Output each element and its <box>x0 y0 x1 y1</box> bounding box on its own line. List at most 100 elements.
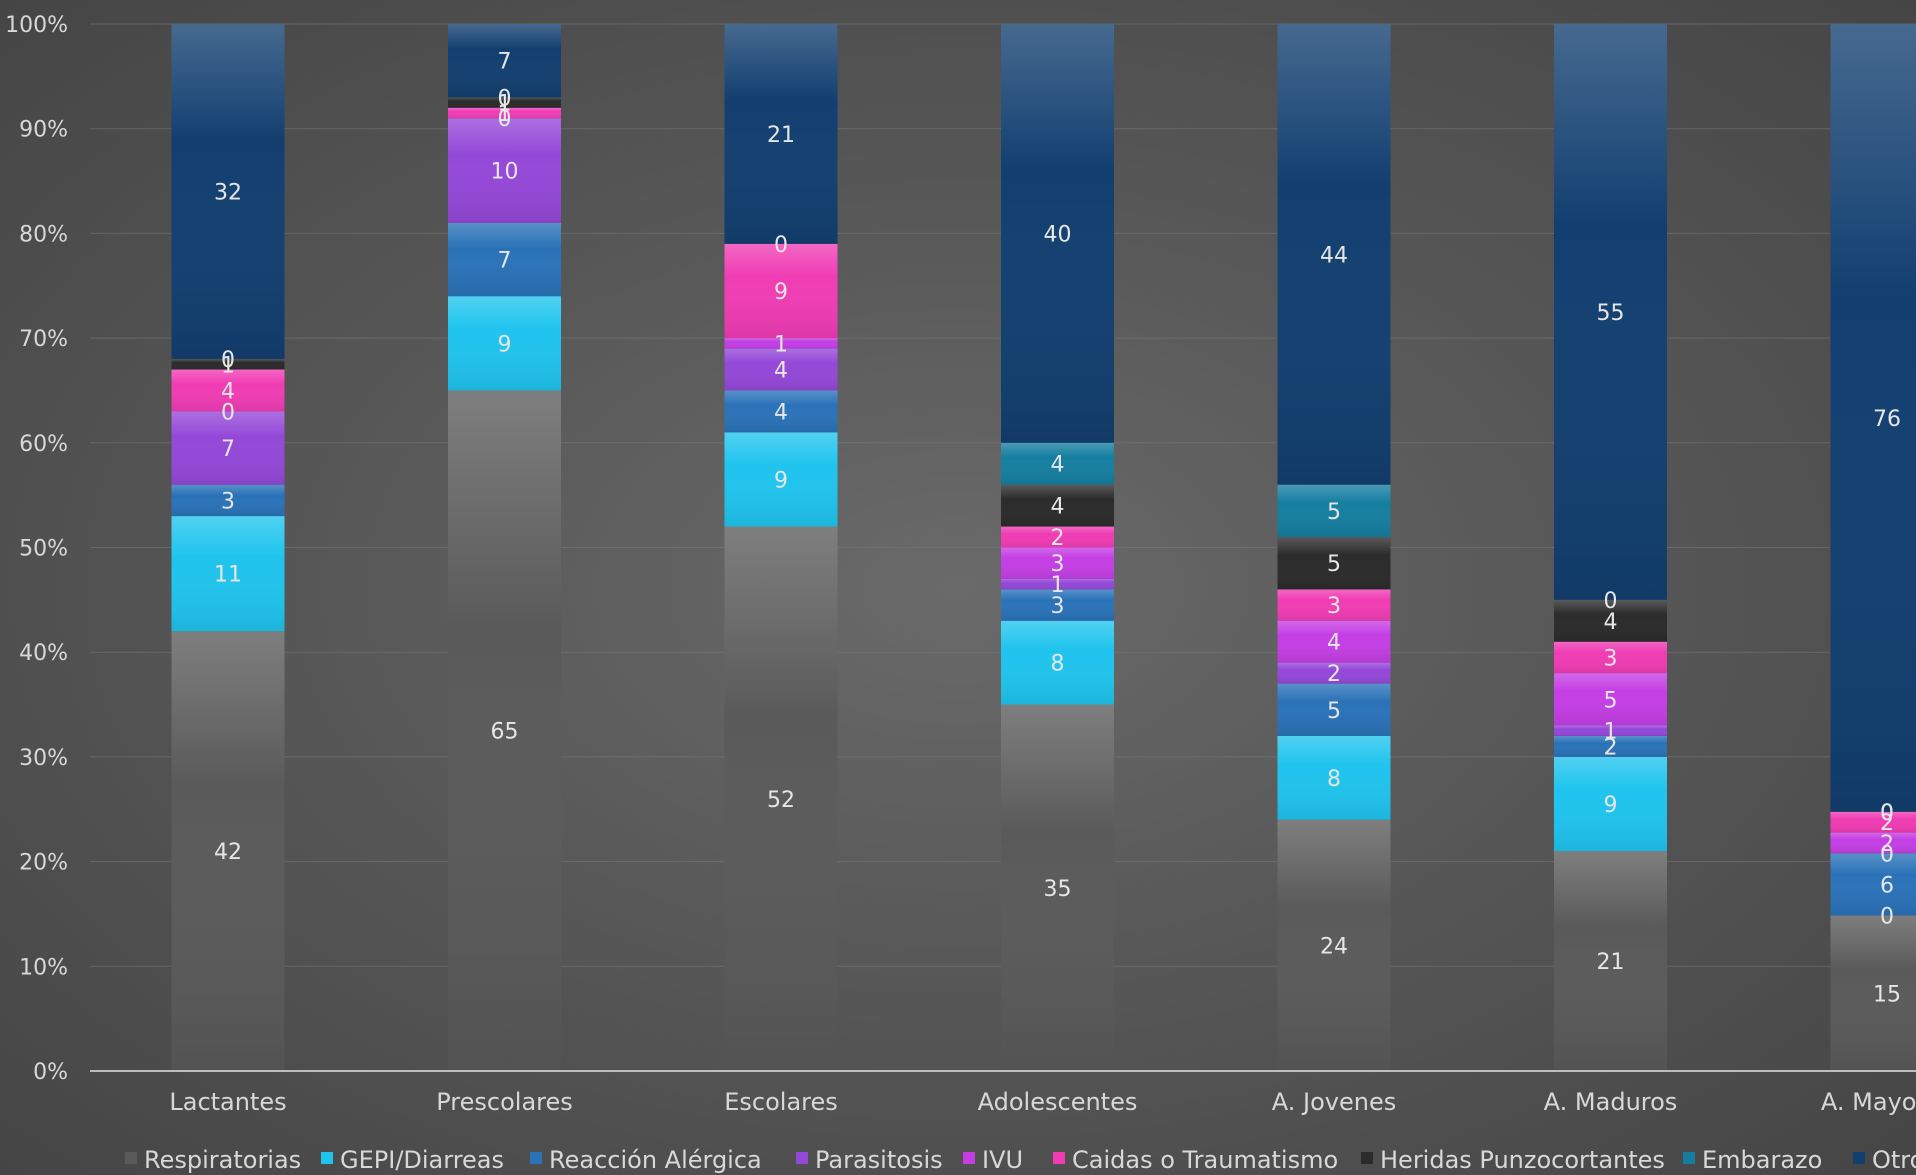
data-label: 42 <box>214 840 242 865</box>
bar-segment-shade <box>724 24 838 244</box>
data-label: 0 <box>774 233 788 258</box>
bar-segment-shade <box>724 338 838 349</box>
data-label: 4 <box>221 379 235 404</box>
data-label: 44 <box>1320 243 1348 268</box>
data-label: 1 <box>1051 573 1065 598</box>
bar-segment-shade <box>171 359 285 370</box>
data-label: 1 <box>774 332 788 357</box>
data-label: 8 <box>1051 652 1065 677</box>
data-label: 21 <box>1597 950 1625 975</box>
y-tick-label: 10% <box>19 955 68 980</box>
bar-segment-shade <box>724 390 838 433</box>
data-label: 3 <box>1604 646 1618 671</box>
data-label: 9 <box>498 332 512 357</box>
data-label: 8 <box>1327 767 1341 792</box>
bar-segment-shade <box>448 390 561 1071</box>
data-label: 3 <box>1051 594 1065 619</box>
legend-label: GEPI/Diarreas <box>340 1146 504 1174</box>
data-label: 32 <box>214 181 242 206</box>
data-label: 0 <box>498 107 512 132</box>
legend-swatch <box>1053 1152 1065 1164</box>
bars: 4211370410326597100110752944190213583132… <box>171 24 1916 1071</box>
data-label: 55 <box>1597 301 1625 326</box>
data-label: 2 <box>1051 526 1065 551</box>
data-label: 0 <box>221 400 235 425</box>
x-tick-label: Adolescentes <box>978 1088 1138 1116</box>
bar-segment-shade <box>1830 832 1916 854</box>
bar-segment-shade <box>1277 537 1391 590</box>
bar-segment-shade <box>1001 704 1114 1071</box>
data-label: 7 <box>221 437 235 462</box>
legend: Respiratorias GEPI/Diarreas Reacción Alérg… <box>125 1146 1916 1174</box>
legend-item: IVU <box>963 1146 1023 1174</box>
x-tick-label: Lactantes <box>169 1088 286 1116</box>
legend-swatch <box>530 1152 542 1164</box>
bar-segment-shade <box>1277 484 1391 538</box>
data-label: 3 <box>221 489 235 514</box>
bar-segment-shade <box>1277 735 1391 820</box>
data-label: 3 <box>1327 594 1341 619</box>
legend-label: Embarazo <box>1702 1146 1822 1174</box>
data-label: 2 <box>1604 735 1618 760</box>
data-label: 15 <box>1873 982 1901 1007</box>
y-tick-label: 30% <box>19 746 68 771</box>
bar-segment-shade <box>448 107 561 119</box>
data-label: 2 <box>1327 662 1341 687</box>
y-axis: 0% 10% 20% 30% 40% 50% 60% 70% 80% 90% 100% <box>5 13 68 1085</box>
legend-item: Parasitosis <box>796 1146 943 1174</box>
legend-swatch <box>963 1152 975 1164</box>
data-label: 10 <box>491 160 519 185</box>
bar-segment-shade <box>1554 673 1667 726</box>
bar-segment-shade <box>171 411 285 485</box>
data-label: 3 <box>1051 552 1065 577</box>
data-label: 4 <box>774 400 788 425</box>
y-tick-label: 70% <box>19 327 68 352</box>
legend-label: Caidas o Traumatismo <box>1072 1146 1338 1174</box>
legend-item: Caidas o Traumatismo <box>1053 1146 1338 1174</box>
y-tick-label: 0% <box>33 1060 68 1085</box>
bar-segment-shade <box>171 24 285 360</box>
bar-segment-shade <box>448 222 561 297</box>
data-label: 4 <box>1051 495 1065 520</box>
bar-segment-shade <box>171 516 285 632</box>
bar-segment-shade <box>171 631 285 1071</box>
bar-segment-shade <box>1277 819 1391 1071</box>
legend-label: Parasitosis <box>815 1146 943 1174</box>
x-tick-label: A. Maduros <box>1544 1088 1678 1116</box>
bar-segment-shade <box>1554 725 1667 736</box>
data-label: 7 <box>498 249 512 274</box>
y-tick-label: 100% <box>5 13 68 38</box>
bar-segment-shade <box>1001 620 1114 705</box>
data-label: 0 <box>1880 801 1894 826</box>
data-label: 40 <box>1044 222 1072 247</box>
data-label: 4 <box>774 359 788 384</box>
legend-swatch <box>796 1152 808 1164</box>
bar-segment-shade <box>1554 599 1667 642</box>
data-label: 5 <box>1327 500 1341 525</box>
y-tick-label: 90% <box>19 118 68 143</box>
data-label: 11 <box>214 563 242 588</box>
data-label: 1 <box>498 92 512 117</box>
bar-segment-shade <box>1277 620 1391 663</box>
bar-segment-shade <box>1277 24 1391 485</box>
bar-segment-shade <box>1554 756 1667 852</box>
bar-segment-shade <box>724 348 838 391</box>
bar-segment-shade <box>448 24 561 98</box>
legend-swatch <box>321 1152 333 1164</box>
y-tick-label: 80% <box>19 222 68 247</box>
legend-swatch <box>1683 1152 1695 1164</box>
bar-segment-shade <box>1830 915 1916 1071</box>
y-tick-label: 50% <box>19 537 68 562</box>
x-axis: Lactantes Prescolares Escolares Adolescente… <box>90 1070 1916 1116</box>
data-label: 24 <box>1320 934 1348 959</box>
bar-segment-shade <box>1277 683 1391 736</box>
bar-segment-shade <box>448 296 561 391</box>
data-label: 9 <box>1604 793 1618 818</box>
legend-item: Respiratorias <box>125 1146 301 1174</box>
bar-segment-shade <box>448 97 561 108</box>
y-tick-label: 60% <box>19 432 68 457</box>
